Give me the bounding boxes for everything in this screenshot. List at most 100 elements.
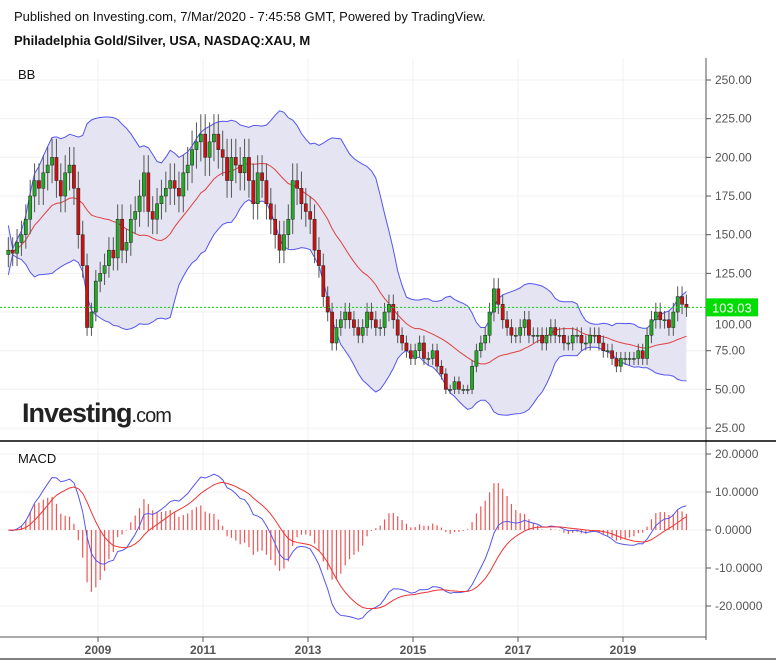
y-tick-label: 100.00	[715, 317, 752, 331]
candle-body	[168, 180, 173, 189]
candle-body	[544, 335, 549, 344]
candle-body	[465, 389, 470, 391]
y-tick-label: 225.00	[715, 112, 752, 126]
candle-body	[439, 365, 444, 375]
candle-body	[98, 273, 103, 282]
x-tick-label: 2015	[400, 643, 427, 657]
candle-body	[632, 358, 636, 360]
candle-body	[478, 342, 483, 351]
macd-tick-label: 10.0000	[715, 485, 759, 499]
candle-body	[233, 157, 238, 166]
candle-body	[522, 319, 527, 328]
candle-body	[391, 304, 396, 321]
y-tick-label: 75.00	[715, 344, 745, 358]
candle-body	[575, 335, 579, 337]
candle-body	[553, 327, 558, 336]
candle-body	[518, 327, 523, 336]
candle-body	[343, 311, 348, 321]
candle-body	[614, 358, 619, 367]
candle-body	[387, 304, 391, 313]
candle-body	[623, 358, 628, 360]
candle-body	[63, 172, 68, 197]
candle-body	[137, 195, 142, 212]
candle-body	[680, 296, 684, 305]
published-note: Published on Investing.com, 7/Mar/2020 -…	[14, 9, 486, 24]
candle-body	[194, 141, 199, 150]
candle-body	[675, 296, 680, 313]
candle-body	[658, 311, 663, 321]
candle-body	[435, 350, 439, 367]
candle-body	[610, 350, 614, 359]
candle-body	[347, 311, 352, 321]
candle-body	[597, 335, 601, 344]
candle-body	[277, 234, 282, 251]
y-tick-label: 125.00	[715, 266, 752, 280]
pane-label-macd: MACD	[18, 451, 56, 466]
candle-body	[360, 327, 365, 336]
candle-body	[146, 172, 151, 212]
candle-body	[286, 218, 291, 235]
candle-body	[181, 172, 186, 197]
candle-body	[579, 335, 584, 344]
candle-body	[163, 188, 168, 197]
candle-body	[531, 335, 536, 337]
candle-body	[422, 342, 426, 359]
candle-body	[177, 188, 181, 197]
y-tick-label: 175.00	[715, 189, 752, 203]
candle-body	[10, 249, 15, 254]
candle-body	[115, 218, 120, 259]
pane-label-bb: BB	[18, 67, 35, 82]
candle-body	[251, 180, 256, 205]
candle-body	[303, 203, 308, 212]
candle-body	[76, 188, 81, 235]
candle-body	[212, 133, 216, 143]
bollinger-band-fill	[8, 110, 687, 416]
candle-body	[671, 311, 676, 328]
candle-body	[80, 234, 85, 266]
y-tick-label: 250.00	[715, 73, 752, 87]
candle-body	[500, 304, 505, 321]
macd-tick-label: 0.0000	[715, 523, 752, 537]
candle-body	[505, 319, 509, 328]
candle-body	[247, 157, 251, 181]
chart-title: Philadelphia Gold/Silver, USA, NASDAQ:XA…	[14, 33, 311, 48]
candle-body	[653, 311, 658, 321]
candle-body	[557, 335, 562, 337]
candle-body	[37, 180, 41, 189]
candle-body	[527, 319, 531, 336]
candle-body	[365, 311, 369, 328]
x-tick-label: 2011	[190, 643, 216, 657]
candle-body	[570, 335, 575, 344]
bollinger-lower-line	[7, 199, 687, 416]
macd-tick-label: -20.0000	[715, 599, 763, 613]
investing-logo: Investing.com	[22, 398, 171, 428]
candle-body	[260, 172, 264, 181]
candle-body	[330, 311, 334, 344]
candle-body	[107, 249, 111, 266]
candle-body	[496, 288, 501, 305]
candle-body	[85, 265, 89, 328]
candle-body	[404, 342, 409, 351]
candle-body	[238, 164, 243, 174]
last-price-label: 103.03	[712, 300, 752, 315]
candle-body	[102, 265, 107, 274]
candle-body	[28, 195, 33, 220]
candle-body	[461, 389, 466, 391]
candle-body	[338, 319, 343, 328]
candle-body	[474, 350, 479, 367]
last-price-badge	[706, 298, 758, 317]
macd-line	[8, 473, 687, 620]
candle-body	[548, 327, 553, 336]
candle-body	[299, 188, 304, 205]
bollinger-upper-line	[7, 110, 687, 329]
x-tick-label: 2009	[85, 643, 112, 657]
candle-body	[128, 218, 133, 243]
candle-body	[41, 172, 46, 189]
candle-body	[627, 358, 632, 360]
candle-body	[111, 249, 116, 259]
candle-body	[198, 133, 203, 143]
candle-body	[190, 149, 194, 166]
y-tick-label: 150.00	[715, 228, 752, 242]
